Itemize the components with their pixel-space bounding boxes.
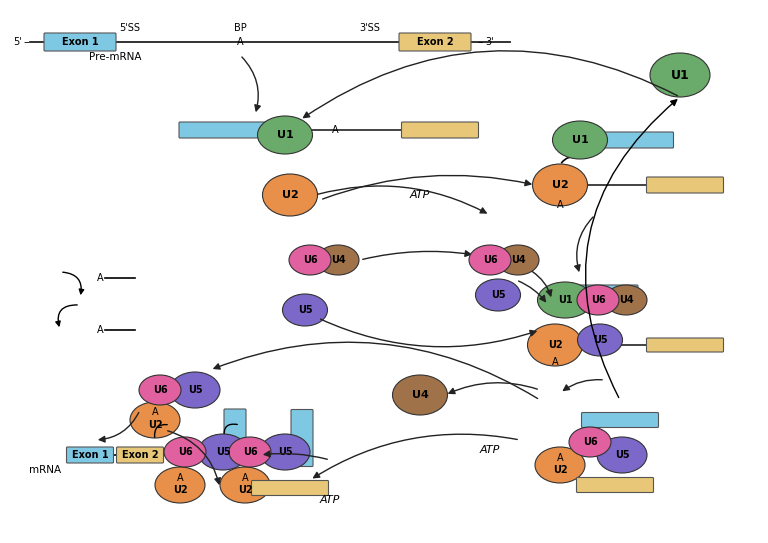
FancyBboxPatch shape bbox=[647, 177, 723, 193]
Text: U1: U1 bbox=[571, 135, 588, 145]
Text: BP: BP bbox=[233, 23, 247, 33]
Ellipse shape bbox=[317, 245, 359, 275]
Text: Pre-mRNA: Pre-mRNA bbox=[89, 52, 141, 62]
Ellipse shape bbox=[220, 467, 270, 503]
Ellipse shape bbox=[528, 324, 582, 366]
Text: A: A bbox=[177, 473, 184, 483]
Text: U6: U6 bbox=[482, 255, 498, 265]
Text: 5'SS: 5'SS bbox=[120, 23, 141, 33]
Text: U2: U2 bbox=[173, 485, 187, 495]
Text: U5: U5 bbox=[216, 447, 230, 457]
Ellipse shape bbox=[229, 437, 271, 467]
Ellipse shape bbox=[578, 324, 623, 356]
FancyBboxPatch shape bbox=[566, 285, 638, 299]
Ellipse shape bbox=[257, 116, 313, 154]
Text: U5: U5 bbox=[491, 290, 505, 300]
Text: ATP: ATP bbox=[480, 445, 500, 455]
Text: mRNA: mRNA bbox=[29, 465, 61, 475]
Ellipse shape bbox=[164, 437, 206, 467]
Text: U6: U6 bbox=[243, 447, 257, 457]
Text: U1: U1 bbox=[276, 130, 293, 140]
Text: U5: U5 bbox=[278, 447, 293, 457]
FancyBboxPatch shape bbox=[402, 122, 478, 138]
FancyBboxPatch shape bbox=[179, 122, 271, 138]
Text: 5': 5' bbox=[14, 37, 22, 47]
Text: A: A bbox=[97, 273, 104, 283]
Text: U5: U5 bbox=[593, 335, 607, 345]
Text: U5: U5 bbox=[298, 305, 313, 315]
FancyBboxPatch shape bbox=[587, 132, 674, 148]
Ellipse shape bbox=[130, 402, 180, 438]
Text: Exon 2: Exon 2 bbox=[417, 37, 453, 47]
Text: U5: U5 bbox=[187, 385, 202, 395]
Text: Exon 2: Exon 2 bbox=[121, 450, 158, 460]
Text: Exon 1: Exon 1 bbox=[71, 450, 108, 460]
Text: U6: U6 bbox=[591, 295, 605, 305]
Ellipse shape bbox=[198, 434, 248, 470]
Text: –: – bbox=[23, 37, 29, 47]
FancyBboxPatch shape bbox=[67, 447, 114, 463]
Text: A: A bbox=[152, 407, 158, 417]
Ellipse shape bbox=[605, 285, 647, 315]
Ellipse shape bbox=[283, 294, 327, 326]
Ellipse shape bbox=[139, 375, 181, 405]
Text: A: A bbox=[237, 37, 243, 47]
Ellipse shape bbox=[263, 174, 317, 216]
FancyBboxPatch shape bbox=[44, 33, 116, 51]
Text: A: A bbox=[551, 357, 558, 367]
Text: U4: U4 bbox=[331, 255, 346, 265]
Text: U2: U2 bbox=[548, 340, 562, 350]
Ellipse shape bbox=[392, 375, 448, 415]
Text: ATP: ATP bbox=[319, 495, 340, 505]
Ellipse shape bbox=[535, 447, 585, 483]
Text: U5: U5 bbox=[614, 450, 629, 460]
FancyBboxPatch shape bbox=[581, 413, 658, 427]
Text: 3': 3' bbox=[485, 37, 495, 47]
Ellipse shape bbox=[475, 279, 521, 311]
Text: U2: U2 bbox=[237, 485, 253, 495]
Text: –: – bbox=[477, 37, 483, 47]
Ellipse shape bbox=[597, 437, 647, 473]
Text: A: A bbox=[332, 125, 339, 135]
Text: 3'SS: 3'SS bbox=[359, 23, 380, 33]
Text: U2: U2 bbox=[147, 420, 162, 430]
FancyBboxPatch shape bbox=[399, 33, 471, 51]
Text: Exon 1: Exon 1 bbox=[61, 37, 98, 47]
Text: U4: U4 bbox=[619, 295, 634, 305]
Text: A: A bbox=[557, 200, 563, 210]
Ellipse shape bbox=[552, 121, 607, 159]
Text: U2: U2 bbox=[553, 465, 568, 475]
FancyBboxPatch shape bbox=[117, 447, 164, 463]
Text: U4: U4 bbox=[511, 255, 525, 265]
Ellipse shape bbox=[155, 467, 205, 503]
Text: U2: U2 bbox=[551, 180, 568, 190]
Text: U6: U6 bbox=[153, 385, 167, 395]
Text: U2: U2 bbox=[282, 190, 299, 200]
Ellipse shape bbox=[577, 285, 619, 315]
Text: A: A bbox=[557, 453, 563, 463]
Ellipse shape bbox=[289, 245, 331, 275]
Text: A: A bbox=[97, 325, 104, 335]
Ellipse shape bbox=[532, 164, 588, 206]
Text: ATP: ATP bbox=[410, 190, 430, 200]
Ellipse shape bbox=[170, 372, 220, 408]
FancyBboxPatch shape bbox=[647, 338, 723, 352]
Text: U4: U4 bbox=[412, 390, 429, 400]
Ellipse shape bbox=[260, 434, 310, 470]
Ellipse shape bbox=[497, 245, 539, 275]
Text: A: A bbox=[242, 473, 248, 483]
Text: U6: U6 bbox=[177, 447, 192, 457]
FancyBboxPatch shape bbox=[291, 409, 313, 466]
FancyBboxPatch shape bbox=[224, 409, 246, 461]
Text: U1: U1 bbox=[558, 295, 572, 305]
FancyBboxPatch shape bbox=[577, 477, 654, 493]
Ellipse shape bbox=[538, 282, 592, 318]
Text: U6: U6 bbox=[583, 437, 598, 447]
Ellipse shape bbox=[650, 53, 710, 97]
FancyBboxPatch shape bbox=[251, 481, 329, 496]
Ellipse shape bbox=[469, 245, 511, 275]
Ellipse shape bbox=[569, 427, 611, 457]
Text: U1: U1 bbox=[670, 68, 690, 81]
Text: U6: U6 bbox=[303, 255, 317, 265]
